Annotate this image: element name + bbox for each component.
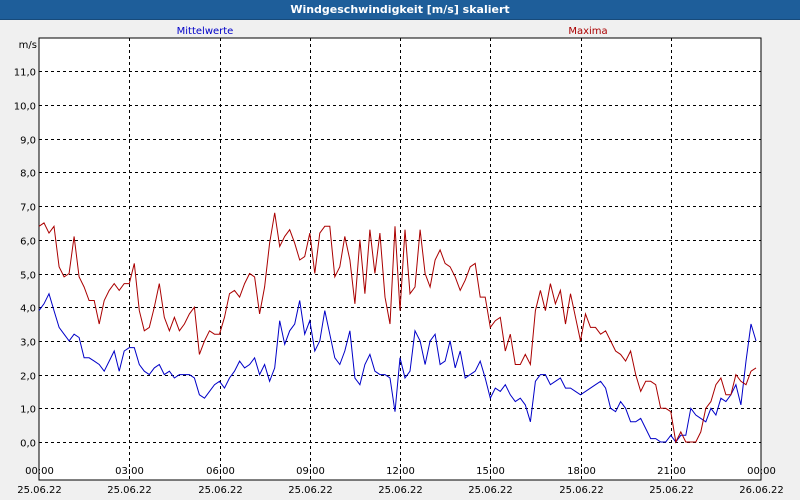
x-tick-date: 25.06.22 bbox=[198, 485, 243, 496]
x-tick-time: 06:00 bbox=[206, 466, 235, 477]
wind-speed-chart: 0,0 1,0 2,0 3,0 4,0 5,0 6,0 7,0 8,0 9,0 10,0 11,0 m/… bbox=[0, 20, 800, 500]
y-tick-label: 9,0 bbox=[20, 136, 36, 147]
y-tick-label: 5,0 bbox=[20, 271, 36, 282]
y-tick-label: 4,0 bbox=[20, 304, 36, 315]
x-tick-time: 21:00 bbox=[657, 466, 686, 477]
x-tick-time: 09:00 bbox=[296, 466, 325, 477]
x-tick-date: 25.06.22 bbox=[559, 485, 604, 496]
x-tick-date: 25.06.22 bbox=[649, 485, 694, 496]
x-tick-date: 25.06.22 bbox=[288, 485, 333, 496]
chart-title-bar: Windgeschwindigkeit [m/s] skaliert bbox=[0, 0, 800, 20]
series-line-maxima bbox=[38, 212, 757, 444]
x-tick-time: 03:00 bbox=[115, 466, 144, 477]
legend-entry-mittelwerte: Mittelwerte bbox=[177, 26, 234, 37]
x-tick-time: 12:00 bbox=[386, 466, 415, 477]
x-tick-time: 00:00 bbox=[25, 466, 54, 477]
x-tick-date: 25.06.22 bbox=[468, 485, 513, 496]
x-tick-date: 25.06.22 bbox=[378, 485, 423, 496]
y-tick-label: 10,0 bbox=[14, 102, 36, 113]
y-tick-label: 8,0 bbox=[20, 169, 36, 180]
y-tick-label: 3,0 bbox=[20, 338, 36, 349]
y-tick-label: 0,0 bbox=[20, 439, 36, 450]
legend: Mittelwerte Maxima bbox=[177, 26, 608, 37]
y-tick-label: 2,0 bbox=[20, 372, 36, 383]
x-tick-time: 18:00 bbox=[567, 466, 596, 477]
y-axis-unit: m/s bbox=[19, 40, 37, 51]
x-tick-time: 00:00 bbox=[747, 466, 776, 477]
y-tick-label: 1,0 bbox=[20, 405, 36, 416]
grid-lines bbox=[39, 38, 761, 480]
data-series bbox=[38, 212, 757, 444]
y-tick-label: 11,0 bbox=[14, 68, 36, 79]
x-tick-date: 25.06.22 bbox=[17, 485, 62, 496]
chart-title: Windgeschwindigkeit [m/s] skaliert bbox=[290, 3, 510, 16]
x-tick-date: 26.06.22 bbox=[739, 485, 784, 496]
y-tick-label: 6,0 bbox=[20, 237, 36, 248]
x-tick-date: 25.06.22 bbox=[107, 485, 152, 496]
y-tick-label: 7,0 bbox=[20, 203, 36, 214]
series-line-mittelwerte bbox=[38, 292, 757, 443]
x-tick-time: 15:00 bbox=[476, 466, 505, 477]
axis-labels: 0,0 1,0 2,0 3,0 4,0 5,0 6,0 7,0 8,0 9,0 10,0 11,0 m/… bbox=[14, 40, 784, 496]
legend-entry-maxima: Maxima bbox=[568, 26, 607, 37]
